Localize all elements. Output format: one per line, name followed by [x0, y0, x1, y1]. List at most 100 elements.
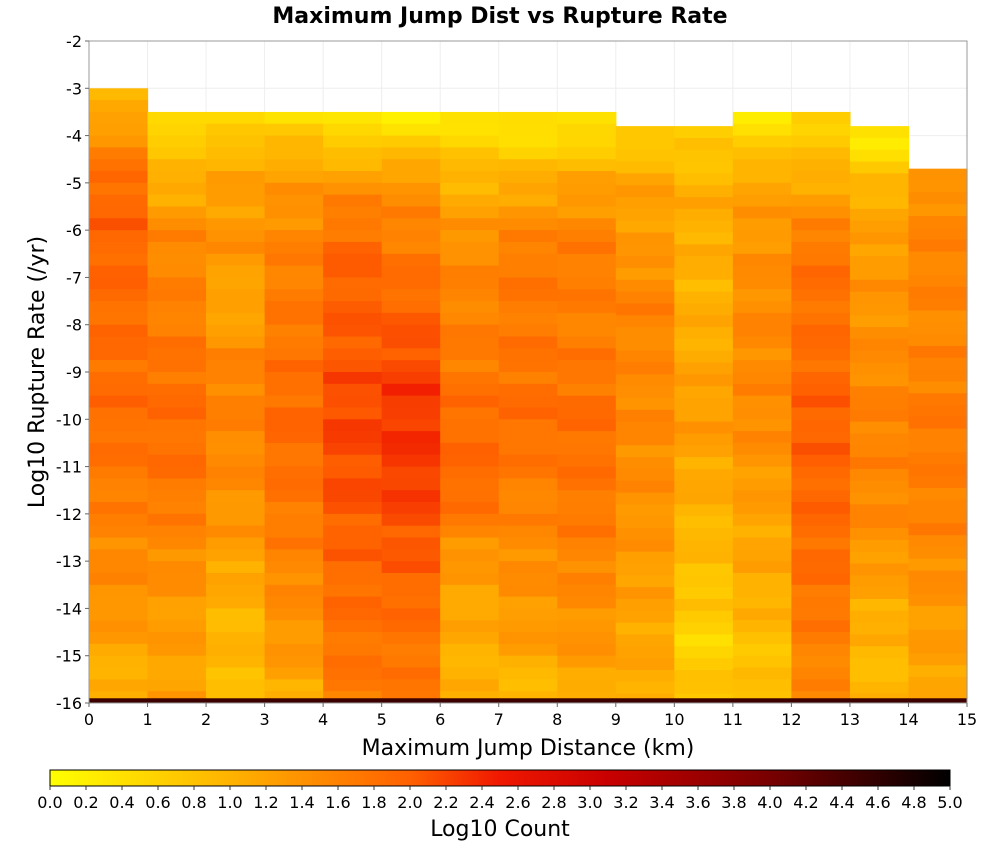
heatmap-cell — [147, 442, 207, 456]
heatmap-cell — [674, 327, 734, 340]
heatmap-cell — [147, 312, 207, 326]
heatmap-cell — [498, 135, 558, 148]
heatmap-cell — [908, 476, 968, 489]
heatmap-cell — [732, 478, 792, 491]
heatmap-cell — [674, 409, 734, 423]
heatmap-cell — [908, 263, 968, 276]
heatmap-cell — [908, 334, 968, 347]
heatmap-cell — [674, 291, 734, 305]
heatmap-cell — [557, 336, 617, 349]
heatmap-cell — [264, 159, 324, 172]
heatmap-cell — [732, 667, 792, 680]
heatmap-cell — [206, 513, 266, 527]
x-tick-label: 2 — [201, 710, 211, 729]
heatmap-cell — [732, 206, 792, 219]
heatmap-cell — [908, 511, 968, 524]
colorbar-tick-label: 4.2 — [793, 793, 818, 812]
heatmap-cell — [849, 197, 910, 210]
heatmap-cell — [147, 454, 207, 468]
heatmap-cell — [323, 241, 383, 255]
heatmap-cell — [381, 277, 441, 290]
heatmap-cell — [615, 610, 675, 624]
heatmap-cell — [206, 253, 266, 267]
heatmap-cell — [264, 253, 324, 267]
heatmap-cell — [557, 549, 617, 562]
heatmap-cell — [89, 632, 149, 645]
colorbar-tick-label: 2.8 — [541, 793, 566, 812]
heatmap-cell — [264, 289, 324, 302]
heatmap-cell — [440, 478, 500, 491]
heatmap-cell — [89, 135, 149, 148]
heatmap-cell — [147, 407, 207, 420]
heatmap-cell — [557, 442, 617, 456]
heatmap-cell — [206, 584, 266, 598]
y-tick-label: -4 — [66, 127, 82, 146]
heatmap-cell — [498, 596, 558, 610]
heatmap-cell — [381, 218, 441, 231]
heatmap-cell — [791, 301, 851, 314]
heatmap-cell — [206, 419, 266, 432]
heatmap-cell — [791, 383, 851, 397]
heatmap-cell — [908, 227, 968, 241]
heatmap-cell — [674, 256, 734, 269]
heatmap-cell — [615, 433, 675, 446]
heatmap-cell — [615, 291, 675, 305]
heatmap-cell — [791, 194, 851, 208]
heatmap-cell — [674, 173, 734, 186]
heatmap-cell — [615, 398, 675, 411]
heatmap-cell — [440, 584, 500, 598]
heatmap-cell — [615, 528, 675, 541]
heatmap-cell — [732, 502, 792, 515]
heatmap-cell — [498, 206, 558, 219]
heatmap-cell — [381, 395, 441, 409]
heatmap-cell — [674, 646, 734, 659]
heatmap-cell — [615, 587, 675, 600]
heatmap-cell — [908, 251, 968, 264]
heatmap-cell — [908, 582, 968, 595]
heatmap-cell — [908, 523, 968, 536]
heatmap-cell — [498, 620, 558, 633]
heatmap-cell — [206, 336, 266, 349]
heatmap-cell — [908, 345, 968, 359]
heatmap-cell — [381, 549, 441, 562]
heatmap-cell — [264, 218, 324, 231]
y-axis-ticks: -2 -3 -4 -5 -6 -7 -8 -9 -10 -11 -12 -13 -14 -15 -16 — [56, 32, 89, 713]
heatmap-cell — [674, 279, 734, 293]
heatmap-cell — [206, 679, 266, 692]
heatmap-cell — [440, 691, 500, 699]
heatmap-bottom-band — [89, 698, 967, 703]
heatmap-cell — [791, 419, 851, 432]
heatmap-cell — [206, 667, 266, 680]
heatmap-cell — [323, 135, 383, 148]
heatmap-cell — [732, 241, 792, 255]
heatmap-cell — [674, 457, 734, 470]
y-tick-label: -13 — [56, 552, 82, 571]
heatmap-cell — [381, 253, 441, 267]
heatmap-cell — [206, 596, 266, 610]
heatmap-cell — [89, 419, 149, 432]
heatmap-cell — [557, 407, 617, 420]
heatmap-cell — [147, 123, 207, 137]
heatmap-cell — [498, 253, 558, 267]
heatmap-cell — [849, 658, 910, 671]
heatmap-cell — [732, 632, 792, 645]
heatmap-cell — [147, 537, 207, 550]
colorbar-tick-label: 2.4 — [469, 793, 494, 812]
heatmap-cell — [791, 537, 851, 550]
heatmap-cell — [264, 336, 324, 349]
heatmap-cell — [440, 360, 500, 373]
heatmap-cell — [908, 570, 968, 584]
heatmap-cell — [615, 161, 675, 174]
heatmap-cell — [440, 679, 500, 692]
heatmap-cell — [908, 499, 968, 513]
heatmap-cell — [849, 137, 910, 151]
heatmap-cell — [908, 464, 968, 477]
heatmap-cell — [89, 88, 149, 101]
heatmap-cell — [674, 634, 734, 647]
heatmap-cell — [440, 289, 500, 302]
heatmap-cell — [147, 336, 207, 349]
heatmap-cell — [498, 407, 558, 420]
heatmap-cell — [615, 669, 675, 683]
colorbar-tick-label: 1.4 — [289, 793, 314, 812]
heatmap-cell — [498, 383, 558, 397]
